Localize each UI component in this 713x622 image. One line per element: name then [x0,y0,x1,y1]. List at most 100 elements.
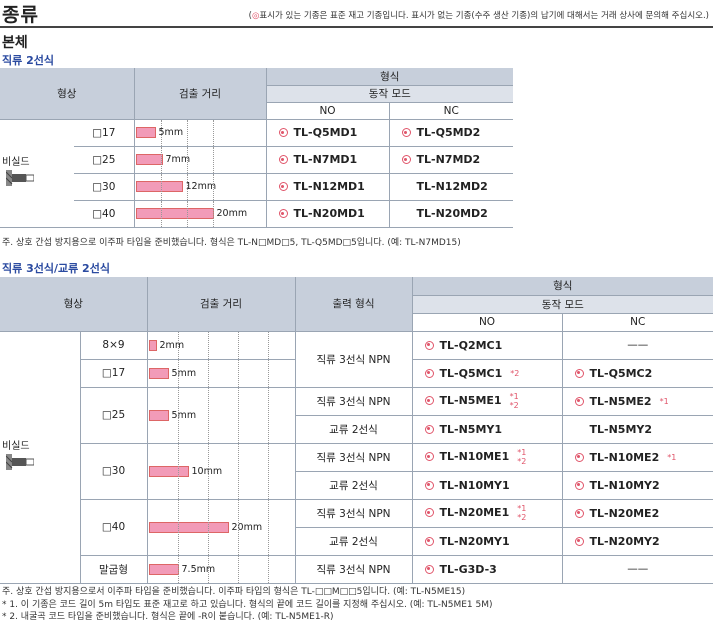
model-cell: TL-Q2MC1 [411,331,563,360]
sensor-icon [5,452,35,477]
gridline [160,173,162,200]
model-cell: TL-N12MD2 [388,173,514,201]
distance-bar [148,563,179,575]
gridline [267,499,269,555]
stock-mark-icon [278,155,288,164]
gridline [177,499,179,555]
gridline [267,555,269,583]
gridline [186,119,188,146]
gridline [267,331,269,359]
col-model: 형식 [411,277,713,296]
size-cell: □40 [79,499,148,556]
model-cell: TL-N10ME2 *1 [561,443,713,472]
col-distance: 검출 거리 [133,68,267,120]
model-name: TL-N5MY2 [589,422,653,436]
model-name: TL-N10MY2 [589,478,660,492]
gridline [267,359,269,387]
model-name: TL-N10MY1 [439,478,510,492]
model-cell: TL-N10MY2 [561,471,713,500]
model-cell: TL-N5MY2 [561,415,713,444]
gridline [237,499,239,555]
gridline [177,387,179,443]
gridline [177,331,179,359]
stock-mark-icon [574,396,584,406]
model-name: TL-N20MD1 [293,207,365,220]
table-row: 교류 2선식 TL-N10MY1 TL-N10MY2 [0,471,713,500]
model-cell: TL-N10ME1 *1 *2 [411,443,563,472]
col-no: NO [411,313,563,332]
distance-label: 5mm [171,409,197,421]
model-name: TL-N5MY1 [439,422,503,436]
stock-mark-icon [424,536,434,546]
model-cell: TL-N5MY1 [411,415,563,444]
size-cell: □17 [79,359,148,388]
table2-footnote-3: * 2. 내굴곡 코드 타입을 준비했습니다. 형식은 끝에 -R이 붙습니다.… [2,612,334,622]
stock-mark-icon [424,424,434,434]
distance-cell: 20mm [146,499,296,556]
gridline [186,146,188,173]
model-name: TL-N20ME2 [589,506,660,520]
model-cell: TL-Q5MD1 [265,119,390,147]
distance-bar [148,409,169,421]
gridline [207,387,209,443]
distance-bar [135,127,156,138]
table1-footnote: 주. 상호 간섭 방지용으로 이주파 타입을 준비했습니다. 형식은 TL-N□… [2,238,461,248]
model-cell: —— [561,555,713,584]
model-cell: TL-N12MD1 [265,173,390,201]
gridline [267,443,269,499]
model-cell: TL-Q5MC1 *2 [411,359,563,388]
model-name: TL-Q5MC1 [439,366,503,380]
col-nc: NC [561,313,713,332]
col-output: 출력 형식 [294,277,413,332]
stock-mark-icon [278,182,288,191]
stock-mark-icon [401,128,411,137]
table2-footnote-2: * 1. 이 기종은 코드 길이 5m 타입도 표준 재고로 하고 있습니다. … [2,600,493,610]
model-name: TL-N12MD1 [293,180,365,193]
gridline [207,555,209,583]
table-dc3wire-ac2wire: 형상 검출 거리 출력 형식 형식 동작 모드 NO NC 비실드 8×9 2mm 직… [0,277,713,584]
stock-mark-icon [574,368,584,378]
distance-bar [148,367,169,379]
model-cell: TL-N5ME2 *1 [561,387,713,416]
table1-subtitle: 직류 2선식 [2,54,54,67]
table-row: □25 5mm 직류 3선식 NPN TL-N5ME1 *1 *2 TL-N5ME2 *1 [0,387,713,444]
size-cell: □25 [74,146,135,174]
model-name: TL-N7MD1 [293,153,358,166]
model-name: TL-Q2MC1 [439,338,503,352]
col-model: 형식 [265,68,514,86]
model-cell: TL-G3D-3 [411,555,563,584]
gridline [237,359,239,387]
table-row: 비실드 □17 5mm TL-Q5MD1 TL-Q5MD2 [0,119,514,228]
distance-label: 20mm [216,208,248,219]
gridline [186,173,188,200]
gridline [207,331,209,359]
stock-mark-icon: ◎ [251,11,260,21]
distance-label: 10mm [191,465,223,477]
model-name: TL-Q5MD1 [293,126,358,139]
distance-bar [148,465,189,477]
output-cell: 직류 3선식 NPN [294,387,413,416]
model-name: TL-N20ME1 [439,506,510,519]
shape-cell: 비실드 [0,331,80,584]
distance-bar [148,339,157,351]
gridline [267,387,269,443]
distance-cell: 5mm [146,359,296,388]
col-shape: 형상 [0,68,135,120]
distance-label: 20mm [231,521,263,533]
col-shape: 형상 [0,277,148,332]
table-row: □40 20mm 직류 3선식 NPN TL-N20ME1 *1 *2 TL-N20ME2 [0,499,713,556]
size-cell: 8×9 [79,331,148,360]
footnote-mark: *1 [667,453,677,462]
distance-bar [135,154,163,165]
table-row: □40 20mm TL-N20MD1 TL-N20MD2 [0,200,514,228]
distance-label: 5mm [158,127,184,138]
distance-cell: 5mm [133,119,267,147]
stock-mark-icon [424,452,434,461]
model-cell: TL-N7MD1 [265,146,390,174]
stock-mark-icon [424,396,434,405]
table-row: □30 12mm TL-N12MD1 TL-N12MD2 [0,173,514,201]
gridline [160,119,162,146]
stock-mark-icon [574,452,584,462]
title-divider [0,26,713,28]
size-cell: □17 [74,119,135,147]
